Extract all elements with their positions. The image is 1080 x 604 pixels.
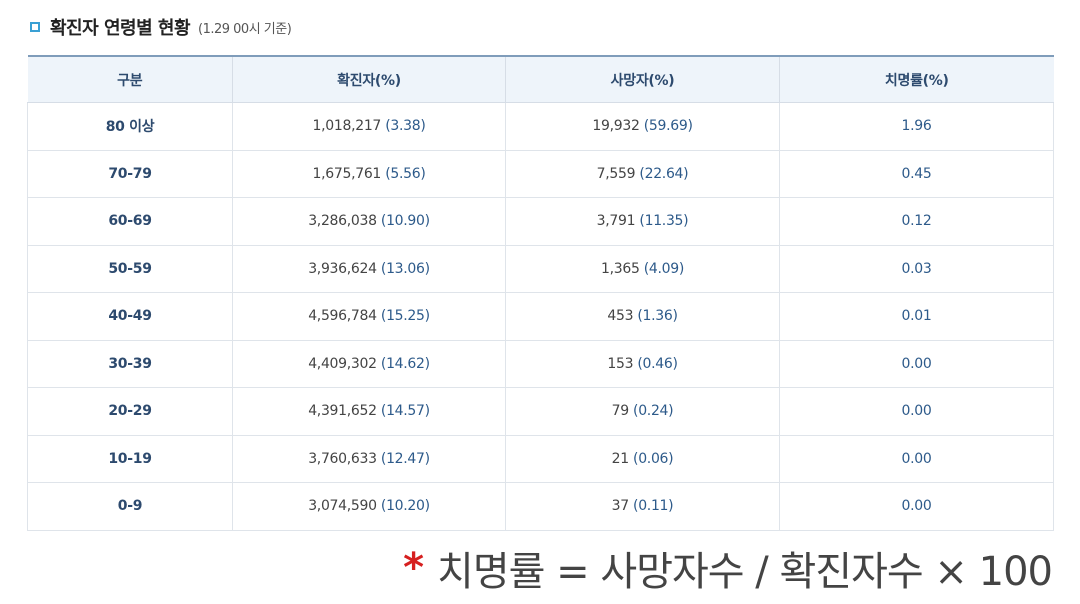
cases-count: 1,675,761 [312, 165, 382, 182]
cases-count: 3,074,590 [308, 498, 377, 515]
cases-cell: 3,286,038 (10.90) [232, 197, 506, 246]
deaths-count: 7,559 [596, 165, 636, 182]
age-group-cell: 80 이상 [27, 102, 233, 151]
deaths-count: 79 [611, 403, 630, 420]
header-deaths: 사망자(%) [505, 56, 780, 103]
cases-cell: 4,391,652 (14.57) [232, 387, 506, 436]
table-row: 40-49 4,596,784 (15.25) 453 (1.36) 0.01 [27, 292, 1054, 341]
deaths-cell: 153 (0.46) [505, 339, 780, 388]
cases-count: 4,409,302 [308, 355, 377, 372]
cases-percent: (10.90) [380, 213, 430, 230]
table-row: 80 이상 1,018,217 (3.38) 19,932 (59.69) 1.96 [27, 102, 1054, 151]
cases-percent: (3.38) [385, 118, 426, 135]
cases-percent: (13.06) [380, 260, 430, 277]
fatality-rate-cell: 0.12 [779, 197, 1054, 246]
cases-count: 3,936,624 [308, 260, 377, 277]
deaths-count: 453 [607, 308, 634, 325]
fatality-rate-cell: 0.01 [779, 292, 1054, 341]
table-row: 70-79 1,675,761 (5.56) 7,559 (22.64) 0.45 [27, 149, 1054, 198]
age-group-cell: 40-49 [27, 292, 233, 341]
cases-percent: (15.25) [380, 308, 430, 325]
deaths-cell: 1,365 (4.09) [505, 244, 780, 293]
deaths-percent: (59.69) [643, 118, 693, 135]
fatality-rate-cell: 1.96 [779, 102, 1054, 151]
fatality-rate-cell: 0.00 [779, 387, 1054, 436]
deaths-count: 37 [611, 498, 630, 515]
table-row: 0-9 3,074,590 (10.20) 37 (0.11) 0.00 [27, 482, 1054, 531]
deaths-percent: (4.09) [643, 260, 685, 277]
page-title: 확진자 연령별 현황 [50, 18, 191, 39]
deaths-count: 3,791 [596, 213, 636, 230]
deaths-count: 153 [607, 355, 634, 372]
cases-cell: 3,760,633 (12.47) [232, 434, 506, 483]
header-fatality: 치명률(%) [779, 56, 1054, 103]
fatality-rate-cell: 0.00 [779, 482, 1054, 531]
deaths-percent: (1.36) [637, 308, 678, 325]
table-row: 10-19 3,760,633 (12.47) 21 (0.06) 0.00 [27, 434, 1054, 483]
formula-text: 치명률 = 사망자수 / 확진자수 × 100 [437, 549, 1053, 595]
fatality-rate-cell: 0.03 [779, 244, 1054, 293]
square-bullet-icon [30, 22, 40, 32]
deaths-count: 19,932 [592, 118, 640, 135]
deaths-percent: (0.06) [633, 450, 674, 467]
cases-percent: (12.47) [380, 450, 430, 467]
fatality-rate-cell: 0.00 [779, 434, 1054, 483]
age-stats-table: 구분 확진자(%) 사망자(%) 치명률(%) 80 이상 1,018,217 (… [27, 55, 1054, 531]
section-heading: 확진자 연령별 현황 (1.29 00시 기준) [30, 12, 292, 42]
age-group-cell: 60-69 [27, 197, 233, 246]
cases-cell: 4,409,302 (14.62) [232, 339, 506, 388]
deaths-count: 21 [611, 450, 630, 467]
age-group-cell: 50-59 [27, 244, 233, 293]
deaths-percent: (0.46) [637, 355, 678, 372]
fatality-formula-note: * 치명률 = 사망자수 / 확진자수 × 100 [403, 538, 1053, 598]
cases-count: 1,018,217 [312, 118, 382, 135]
deaths-percent: (11.35) [639, 213, 689, 230]
deaths-cell: 79 (0.24) [505, 387, 780, 436]
cases-cell: 4,596,784 (15.25) [232, 292, 506, 341]
age-group-cell: 30-39 [27, 339, 233, 388]
cases-cell: 1,018,217 (3.38) [232, 102, 506, 151]
table-row: 50-59 3,936,624 (13.06) 1,365 (4.09) 0.03 [27, 244, 1054, 293]
deaths-percent: (22.64) [639, 165, 689, 182]
cases-cell: 3,936,624 (13.06) [232, 244, 506, 293]
deaths-cell: 7,559 (22.64) [505, 149, 780, 198]
deaths-cell: 3,791 (11.35) [505, 197, 780, 246]
cases-percent: (14.62) [380, 355, 430, 372]
age-group-cell: 0-9 [27, 482, 233, 531]
cases-cell: 3,074,590 (10.20) [232, 482, 506, 531]
cases-percent: (5.56) [385, 165, 426, 182]
deaths-count: 1,365 [600, 260, 640, 277]
cases-percent: (10.20) [380, 498, 430, 515]
deaths-cell: 21 (0.06) [505, 434, 780, 483]
table-row: 30-39 4,409,302 (14.62) 153 (0.46) 0.00 [27, 339, 1054, 388]
table-header-row: 구분 확진자(%) 사망자(%) 치명률(%) [27, 56, 1054, 103]
page-subtitle: (1.29 00시 기준) [198, 21, 292, 37]
deaths-cell: 453 (1.36) [505, 292, 780, 341]
table-row: 60-69 3,286,038 (10.90) 3,791 (11.35) 0.12 [27, 197, 1054, 246]
age-group-cell: 20-29 [27, 387, 233, 436]
cases-count: 3,760,633 [308, 450, 377, 467]
deaths-cell: 19,932 (59.69) [505, 102, 780, 151]
cases-percent: (14.57) [380, 403, 430, 420]
age-group-cell: 70-79 [27, 149, 233, 198]
header-cases: 확진자(%) [232, 56, 506, 103]
cases-count: 4,596,784 [308, 308, 377, 325]
age-group-cell: 10-19 [27, 434, 233, 483]
deaths-cell: 37 (0.11) [505, 482, 780, 531]
header-category: 구분 [27, 56, 233, 103]
table-row: 20-29 4,391,652 (14.57) 79 (0.24) 0.00 [27, 387, 1054, 436]
cases-count: 3,286,038 [308, 213, 377, 230]
fatality-rate-cell: 0.00 [779, 339, 1054, 388]
deaths-percent: (0.24) [633, 403, 674, 420]
asterisk-marker: * [403, 545, 424, 591]
deaths-percent: (0.11) [633, 498, 674, 515]
cases-cell: 1,675,761 (5.56) [232, 149, 506, 198]
fatality-rate-cell: 0.45 [779, 149, 1054, 198]
cases-count: 4,391,652 [308, 403, 377, 420]
